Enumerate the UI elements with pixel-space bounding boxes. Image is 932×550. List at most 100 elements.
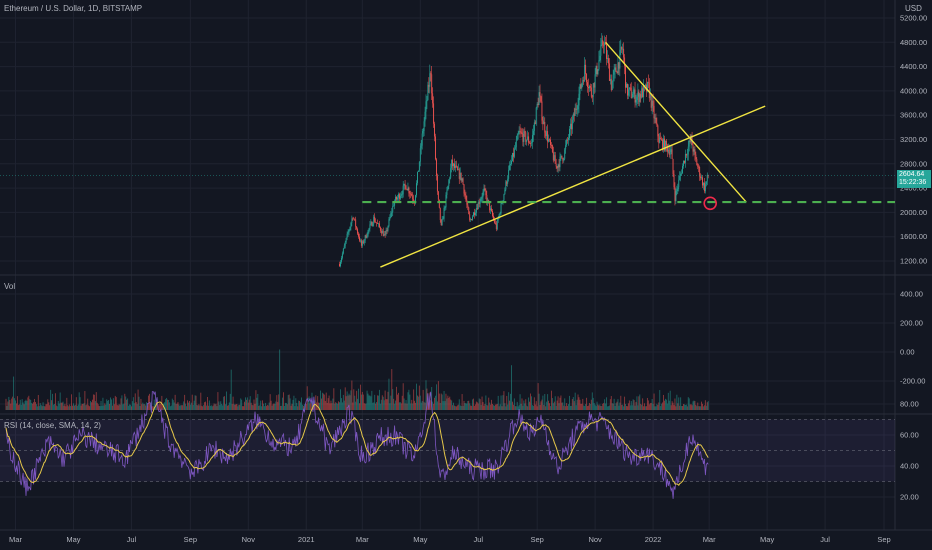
volume-bar xyxy=(652,403,654,410)
volume-bar xyxy=(21,399,23,410)
volume-bar xyxy=(254,403,256,410)
volume-bar xyxy=(517,406,519,410)
volume-bar xyxy=(81,403,83,410)
volume-bar xyxy=(549,403,550,410)
volume-bar xyxy=(271,405,273,410)
volume-bar xyxy=(401,395,403,410)
price-candle xyxy=(507,178,509,184)
volume-bar xyxy=(66,397,68,410)
price-candle xyxy=(659,138,661,143)
volume-bar xyxy=(338,401,340,410)
price-candle xyxy=(566,139,568,146)
price-candle xyxy=(419,148,421,162)
volume-bar xyxy=(525,399,527,410)
price-candle xyxy=(490,208,492,211)
volume-bar xyxy=(46,404,48,410)
volume-bar xyxy=(689,404,691,410)
volume-bar xyxy=(502,395,504,410)
volume-bar xyxy=(340,389,341,410)
price-candle xyxy=(626,83,627,88)
price-candle xyxy=(442,218,444,220)
volume-bar xyxy=(380,399,382,410)
volume-bar xyxy=(171,398,173,410)
volume-bar xyxy=(416,395,418,410)
volume-bar xyxy=(307,397,309,410)
price-candle xyxy=(494,222,496,224)
volume-bar xyxy=(526,405,528,410)
price-candle xyxy=(468,207,470,215)
volume-bar xyxy=(226,391,227,410)
price-candle xyxy=(591,96,593,98)
volume-bar xyxy=(194,395,196,410)
volume-bar xyxy=(454,405,455,410)
volume-bar xyxy=(681,405,683,410)
price-candle xyxy=(497,218,499,221)
volume-bar xyxy=(193,400,195,410)
price-candle xyxy=(703,182,704,186)
volume-bar xyxy=(415,402,416,410)
volume-bar xyxy=(302,405,304,410)
volume-bar xyxy=(603,402,605,410)
price-candle xyxy=(475,208,477,213)
volume-bar xyxy=(10,403,12,410)
volume-bar xyxy=(202,406,204,410)
price-candle xyxy=(377,223,378,224)
volume-bar xyxy=(700,406,702,410)
price-candle xyxy=(473,212,474,217)
price-candle xyxy=(464,193,466,196)
price-candle xyxy=(390,212,392,218)
volume-bar xyxy=(243,406,245,410)
volume-bar xyxy=(390,395,392,410)
volume-bar xyxy=(258,405,260,410)
price-candle xyxy=(545,132,547,137)
volume-bar xyxy=(496,403,498,410)
price-candle xyxy=(451,159,453,169)
volume-bar xyxy=(195,395,197,410)
volume-bar xyxy=(309,403,311,410)
price-candle xyxy=(687,146,689,155)
volume-bar xyxy=(105,404,107,410)
price-candle xyxy=(512,153,514,157)
volume-bar xyxy=(511,365,512,410)
price-candle xyxy=(608,63,610,82)
volume-bar xyxy=(675,406,677,410)
price-candle xyxy=(563,158,565,161)
price-candle xyxy=(381,230,383,234)
drawing-overlays[interactable] xyxy=(362,41,895,268)
volume-bar xyxy=(25,399,27,410)
volume-bar xyxy=(677,403,679,410)
price-candle xyxy=(453,163,455,167)
volume-bar xyxy=(214,404,216,410)
volume-bar xyxy=(625,403,626,410)
volume-bar xyxy=(374,394,376,410)
price-candle xyxy=(693,149,695,152)
price-candle xyxy=(424,111,426,122)
volume-bar xyxy=(170,405,172,410)
price-candle xyxy=(460,172,462,181)
volume-bar xyxy=(646,397,648,410)
volume-bar xyxy=(535,401,537,410)
volume-bar xyxy=(166,397,168,410)
price-candle xyxy=(635,99,637,103)
volume-bar xyxy=(690,404,692,410)
price-candle xyxy=(617,62,619,74)
price-candle xyxy=(420,145,422,149)
price-candle xyxy=(705,181,707,185)
volume-bar xyxy=(122,404,124,410)
volume-bar xyxy=(644,403,645,410)
volume-bar xyxy=(72,405,73,410)
volume-bar xyxy=(130,406,132,410)
volume-bar xyxy=(451,400,453,410)
price-candle xyxy=(570,123,572,130)
volume-bar xyxy=(345,396,347,410)
volume-bar xyxy=(119,404,121,410)
price-candle xyxy=(554,155,556,164)
volume-bar xyxy=(353,389,355,410)
volume-bar xyxy=(378,395,379,410)
price-candle xyxy=(508,169,510,179)
price-candle xyxy=(643,85,645,98)
price-candle xyxy=(501,202,503,204)
price-candle xyxy=(552,152,554,161)
price-candle xyxy=(648,82,650,99)
